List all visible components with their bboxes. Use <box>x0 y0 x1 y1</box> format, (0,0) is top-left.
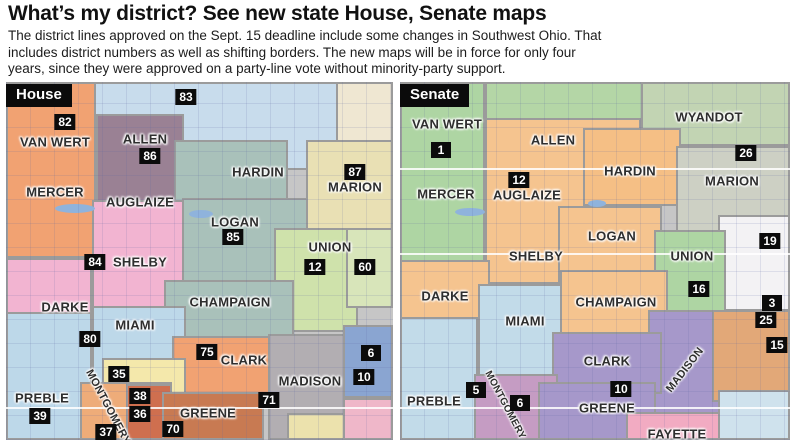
district-badge-15: 15 <box>766 337 788 353</box>
county-label-darke: DARKE <box>421 288 469 304</box>
district-badge-86: 86 <box>139 148 161 164</box>
district-badge-85: 85 <box>222 229 244 245</box>
county-label-clark: CLARK <box>220 352 268 368</box>
county-label-van-wert: VAN WERT <box>412 116 482 132</box>
county-label-greene: GREENE <box>578 400 636 416</box>
region-hardin <box>583 128 681 206</box>
district-badge-35: 35 <box>108 366 130 382</box>
lake-shape <box>189 210 213 218</box>
district-badge-25: 25 <box>755 312 777 328</box>
county-label-preble: PREBLE <box>15 390 69 406</box>
district-badge-16: 16 <box>688 281 710 297</box>
region-fayette-yellow <box>287 413 349 440</box>
house-district-map: VAN WERT ALLEN MERCER AUGLAIZE HARDIN MARION L… <box>6 82 393 440</box>
county-label-hardin: HARDIN <box>232 164 284 180</box>
region-fayette <box>626 412 722 440</box>
county-label-mercer: MERCER <box>26 184 84 200</box>
district-badge-19: 19 <box>759 233 781 249</box>
county-label-mercer: MERCER <box>417 186 475 202</box>
county-label-union: UNION <box>670 248 714 264</box>
map-tag-house: House <box>6 84 72 107</box>
district-badge-87: 87 <box>344 164 366 180</box>
district-badge-37: 37 <box>95 424 117 440</box>
lake-shape <box>588 200 606 207</box>
county-label-fayette: FAYETTE <box>647 426 707 440</box>
highway-line <box>6 407 393 409</box>
district-badge-83: 83 <box>175 89 197 105</box>
region-putnam-hancock <box>485 82 660 120</box>
district-badge-5: 5 <box>466 382 486 398</box>
district-badge-38: 38 <box>129 388 151 404</box>
highway-line <box>400 253 790 255</box>
district-badge-75: 75 <box>196 344 218 360</box>
region-van-wert-mercer <box>6 82 96 258</box>
region-southeast-pink <box>343 398 393 440</box>
district-badge-10: 10 <box>610 381 632 397</box>
county-label-preble: PREBLE <box>407 393 461 409</box>
county-label-logan: LOGAN <box>211 214 259 230</box>
district-badge-70: 70 <box>162 421 184 437</box>
lake-shape <box>55 204 95 213</box>
region-columbus-suburbs <box>343 325 393 398</box>
headline: What’s my district? See new state House,… <box>8 2 547 25</box>
county-label-allen: ALLEN <box>122 131 168 147</box>
district-badge-6: 6 <box>361 345 381 361</box>
district-badge-39: 39 <box>29 408 51 424</box>
county-label-champaign: CHAMPAIGN <box>575 294 657 310</box>
county-label-miami: MIAMI <box>505 313 545 329</box>
header: What’s my district? See new state House,… <box>8 2 782 78</box>
district-badge-3: 3 <box>762 295 782 311</box>
highway-line <box>400 168 790 170</box>
county-label-clark: CLARK <box>583 353 631 369</box>
county-label-marion: MARION <box>328 179 382 195</box>
intro-text: The district lines approved on the Sept.… <box>8 28 602 76</box>
district-badge-80: 80 <box>79 331 101 347</box>
county-label-miami: MIAMI <box>115 317 155 333</box>
county-label-auglaize: AUGLAIZE <box>492 187 562 203</box>
district-badge-1: 1 <box>431 142 451 158</box>
district-badge-84: 84 <box>84 254 106 270</box>
district-badge-6: 6 <box>510 395 530 411</box>
senate-district-map: VAN WERT ALLEN WYANDOT MERCER AUGLAIZE HARDIN… <box>400 82 790 440</box>
district-badge-26: 26 <box>735 145 757 161</box>
highway-line <box>400 407 790 409</box>
district-badge-10: 10 <box>353 369 375 385</box>
county-label-darke: DARKE <box>41 299 89 315</box>
county-label-van-wert: VAN WERT <box>20 134 90 150</box>
county-label-wyandot: WYANDOT <box>675 109 743 125</box>
county-label-champaign: CHAMPAIGN <box>189 294 271 310</box>
county-label-shelby: SHELBY <box>113 254 167 270</box>
district-badge-71: 71 <box>258 392 280 408</box>
county-label-hardin: HARDIN <box>604 163 656 179</box>
county-label-auglaize: AUGLAIZE <box>105 194 175 210</box>
county-label-allen: ALLEN <box>530 132 576 148</box>
county-label-marion: MARION <box>705 173 759 189</box>
county-label-madison: MADISON <box>278 373 342 389</box>
district-badge-82: 82 <box>54 114 76 130</box>
county-label-greene: GREENE <box>179 405 237 421</box>
district-badge-36: 36 <box>129 406 151 422</box>
district-badge-12: 12 <box>304 259 326 275</box>
map-tag-senate: Senate <box>400 84 470 107</box>
county-label-union: UNION <box>308 239 352 255</box>
county-label-logan: LOGAN <box>588 228 636 244</box>
district-badge-60: 60 <box>354 259 376 275</box>
county-label-shelby: SHELBY <box>509 248 563 264</box>
region-pickaway <box>718 390 790 440</box>
region-darke <box>400 260 490 324</box>
lake-shape <box>455 208 485 216</box>
region-franklin <box>712 310 790 402</box>
district-badge-12: 12 <box>508 172 530 188</box>
region-preble <box>400 317 478 440</box>
